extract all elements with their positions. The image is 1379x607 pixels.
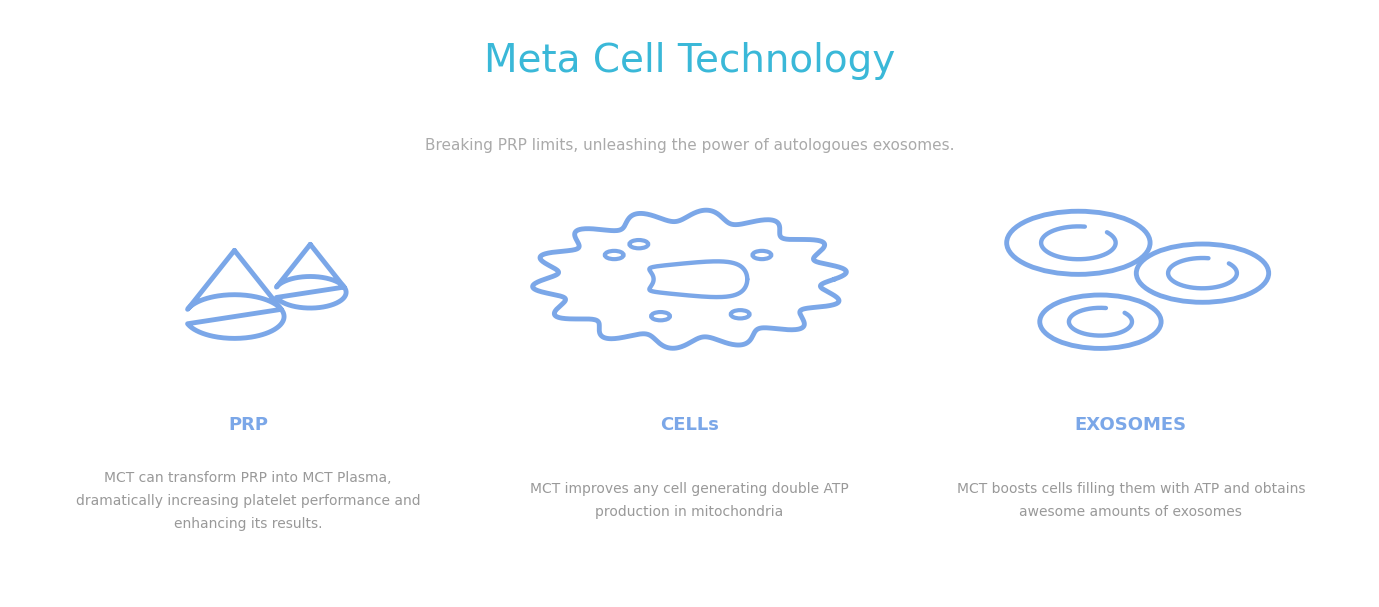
Text: EXOSOMES: EXOSOMES (1074, 416, 1187, 434)
Text: MCT can transform PRP into MCT Plasma,
dramatically increasing platelet performa: MCT can transform PRP into MCT Plasma, d… (76, 471, 421, 531)
Text: Breaking PRP limits, unleashing the power of autologoues exosomes.: Breaking PRP limits, unleashing the powe… (425, 138, 954, 153)
Text: MCT boosts cells filling them with ATP and obtains
awesome amounts of exosomes: MCT boosts cells filling them with ATP a… (957, 483, 1305, 519)
Text: PRP: PRP (228, 416, 269, 434)
Text: MCT improves any cell generating double ATP
production in mitochondria: MCT improves any cell generating double … (530, 483, 849, 519)
Text: Meta Cell Technology: Meta Cell Technology (484, 42, 895, 80)
Text: CELLs: CELLs (661, 416, 718, 434)
